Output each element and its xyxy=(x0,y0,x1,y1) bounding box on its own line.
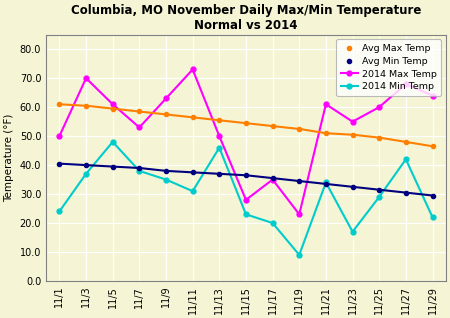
2014 Max Temp xyxy=(163,97,169,100)
2014 Min Temp xyxy=(190,189,195,193)
Avg Max Temp xyxy=(216,118,222,122)
Avg Min Temp xyxy=(110,165,115,169)
Avg Max Temp xyxy=(377,136,382,140)
Avg Max Temp xyxy=(323,131,328,135)
Avg Min Temp xyxy=(323,182,328,186)
2014 Min Temp xyxy=(403,157,409,161)
2014 Min Temp xyxy=(137,169,142,173)
Line: 2014 Max Temp: 2014 Max Temp xyxy=(57,67,435,217)
Avg Min Temp xyxy=(350,185,355,189)
Avg Max Temp xyxy=(190,115,195,119)
Avg Min Temp xyxy=(57,162,62,166)
2014 Min Temp xyxy=(216,146,222,149)
Avg Max Temp xyxy=(270,124,275,128)
Avg Min Temp xyxy=(403,191,409,195)
2014 Min Temp xyxy=(350,230,355,234)
2014 Max Temp xyxy=(430,94,435,98)
Avg Max Temp xyxy=(243,121,249,125)
Y-axis label: Temperature (°F): Temperature (°F) xyxy=(4,114,14,202)
2014 Min Temp xyxy=(243,212,249,216)
2014 Min Temp xyxy=(297,253,302,257)
Avg Min Temp xyxy=(430,194,435,197)
Avg Max Temp xyxy=(57,102,62,106)
2014 Max Temp xyxy=(83,76,89,80)
Avg Min Temp xyxy=(163,169,169,173)
2014 Max Temp xyxy=(403,82,409,86)
2014 Min Temp xyxy=(270,221,275,225)
Line: 2014 Min Temp: 2014 Min Temp xyxy=(57,140,435,257)
Avg Min Temp xyxy=(216,172,222,176)
Avg Max Temp xyxy=(297,127,302,131)
2014 Max Temp xyxy=(297,212,302,216)
2014 Max Temp xyxy=(350,120,355,123)
2014 Max Temp xyxy=(216,134,222,138)
Line: Avg Min Temp: Avg Min Temp xyxy=(57,162,435,197)
Avg Min Temp xyxy=(137,166,142,170)
2014 Max Temp xyxy=(57,134,62,138)
Avg Max Temp xyxy=(430,144,435,148)
Avg Min Temp xyxy=(377,188,382,192)
2014 Min Temp xyxy=(110,140,115,144)
Avg Max Temp xyxy=(83,104,89,107)
2014 Min Temp xyxy=(377,195,382,199)
2014 Max Temp xyxy=(377,105,382,109)
2014 Max Temp xyxy=(110,102,115,106)
Avg Max Temp xyxy=(403,140,409,144)
2014 Max Temp xyxy=(323,102,328,106)
2014 Min Temp xyxy=(323,181,328,184)
Avg Min Temp xyxy=(83,163,89,167)
Title: Columbia, MO November Daily Max/Min Temperature
Normal vs 2014: Columbia, MO November Daily Max/Min Temp… xyxy=(71,4,421,32)
Avg Max Temp xyxy=(110,107,115,111)
Avg Max Temp xyxy=(137,110,142,114)
2014 Min Temp xyxy=(57,210,62,213)
Avg Min Temp xyxy=(270,176,275,180)
2014 Min Temp xyxy=(430,215,435,219)
2014 Max Temp xyxy=(137,126,142,129)
Avg Max Temp xyxy=(350,133,355,136)
Avg Min Temp xyxy=(297,179,302,183)
Avg Max Temp xyxy=(163,113,169,116)
Avg Min Temp xyxy=(190,170,195,174)
2014 Max Temp xyxy=(270,178,275,182)
2014 Min Temp xyxy=(163,178,169,182)
Legend: Avg Max Temp, Avg Min Temp, 2014 Max Temp, 2014 Min Temp: Avg Max Temp, Avg Min Temp, 2014 Max Tem… xyxy=(336,39,441,96)
2014 Max Temp xyxy=(190,68,195,72)
Avg Min Temp xyxy=(243,173,249,177)
2014 Max Temp xyxy=(243,198,249,202)
Line: Avg Max Temp: Avg Max Temp xyxy=(57,102,435,148)
2014 Min Temp xyxy=(83,172,89,176)
